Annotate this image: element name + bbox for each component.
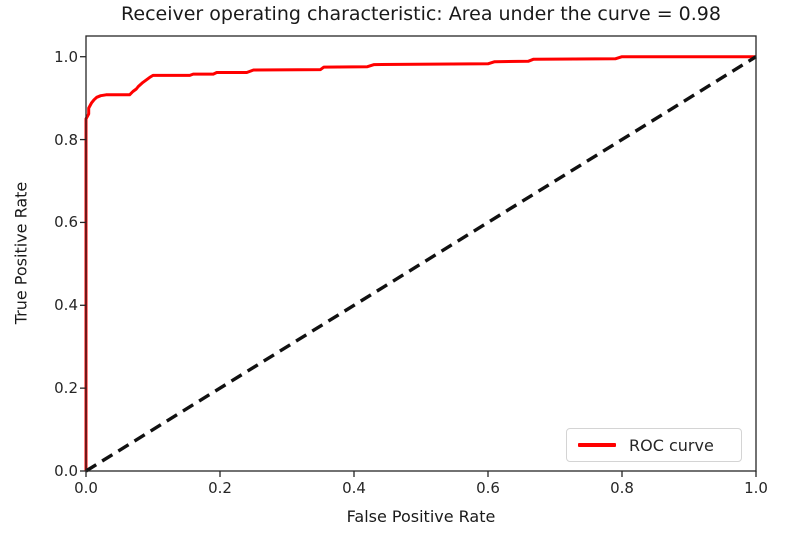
x-tick-label: 0.4: [342, 479, 366, 497]
y-axis-label: True Positive Rate: [11, 181, 31, 325]
legend-roc-line-swatch: [578, 443, 616, 447]
legend: ROC curve: [566, 428, 742, 462]
x-tick-label: 0.0: [74, 479, 98, 497]
x-axis-label: False Positive Rate: [346, 507, 496, 526]
y-tick-label: 0.2: [54, 379, 78, 398]
x-tick-label: 1.0: [744, 479, 768, 497]
roc-curve-line: [84, 55, 756, 471]
chart-title: Receiver operating characteristic: Area …: [121, 3, 721, 25]
y-tick-label: 0.6: [54, 213, 78, 232]
legend-roc-curve-label: ROC curve: [629, 435, 714, 455]
y-tick-label: 0.0: [54, 462, 78, 480]
y-tick-label: 0.4: [54, 296, 78, 315]
series-lines: [84, 55, 757, 473]
y-tick-label: 1.0: [54, 47, 78, 66]
y-tick-label: 0.8: [54, 130, 78, 149]
x-tick-label: 0.2: [208, 479, 232, 497]
axis-ticks: [80, 56, 757, 477]
x-tick-label: 0.8: [610, 479, 634, 497]
axes-frame: [85, 35, 757, 472]
chance-diagonal-line: [85, 55, 757, 473]
x-tick-label: 0.6: [476, 479, 500, 497]
